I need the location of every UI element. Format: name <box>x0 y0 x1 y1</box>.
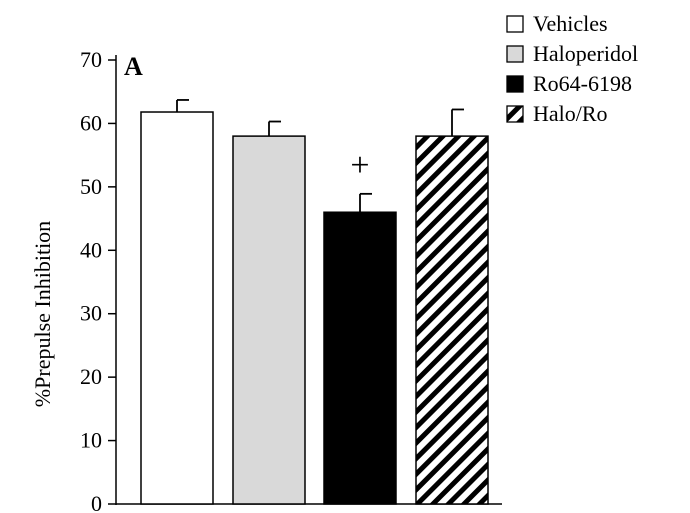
bar-halo-ro <box>415 135 489 505</box>
legend-swatch-haloperidol <box>506 45 524 63</box>
y-tick-label-40: 40 <box>80 237 102 262</box>
legend-swatch-vehicles <box>506 15 524 33</box>
y-tick-label-60: 60 <box>80 110 102 135</box>
panel-label: A <box>124 52 143 81</box>
bar-ro64-6198 <box>323 211 397 505</box>
legend: Vehicles Haloperidol Ro64-6198 Halo/Ro <box>506 11 638 126</box>
legend-label-halo-ro: Halo/Ro <box>533 101 608 126</box>
y-tick-label-20: 20 <box>80 364 102 389</box>
y-ticks: 0 10 20 30 40 50 60 70 <box>80 47 116 513</box>
bar-vehicles <box>140 111 214 505</box>
y-tick-label-70: 70 <box>80 47 102 72</box>
legend-label-vehicles: Vehicles <box>533 11 608 36</box>
legend-swatch-ro64-6198 <box>506 75 524 93</box>
legend-label-haloperidol: Haloperidol <box>533 41 638 66</box>
bar-haloperidol <box>232 135 306 505</box>
y-tick-label-30: 30 <box>80 301 102 326</box>
y-tick-label-10: 10 <box>80 428 102 453</box>
y-tick-label-50: 50 <box>80 174 102 199</box>
y-tick-label-0: 0 <box>91 491 102 513</box>
legend-swatch-halo-ro <box>506 105 524 123</box>
bars: + <box>140 99 489 505</box>
significance-marker: + <box>350 147 369 184</box>
legend-label-ro64-6198: Ro64-6198 <box>533 71 632 96</box>
y-axis-label: %Prepulse Inhibition <box>30 221 55 407</box>
